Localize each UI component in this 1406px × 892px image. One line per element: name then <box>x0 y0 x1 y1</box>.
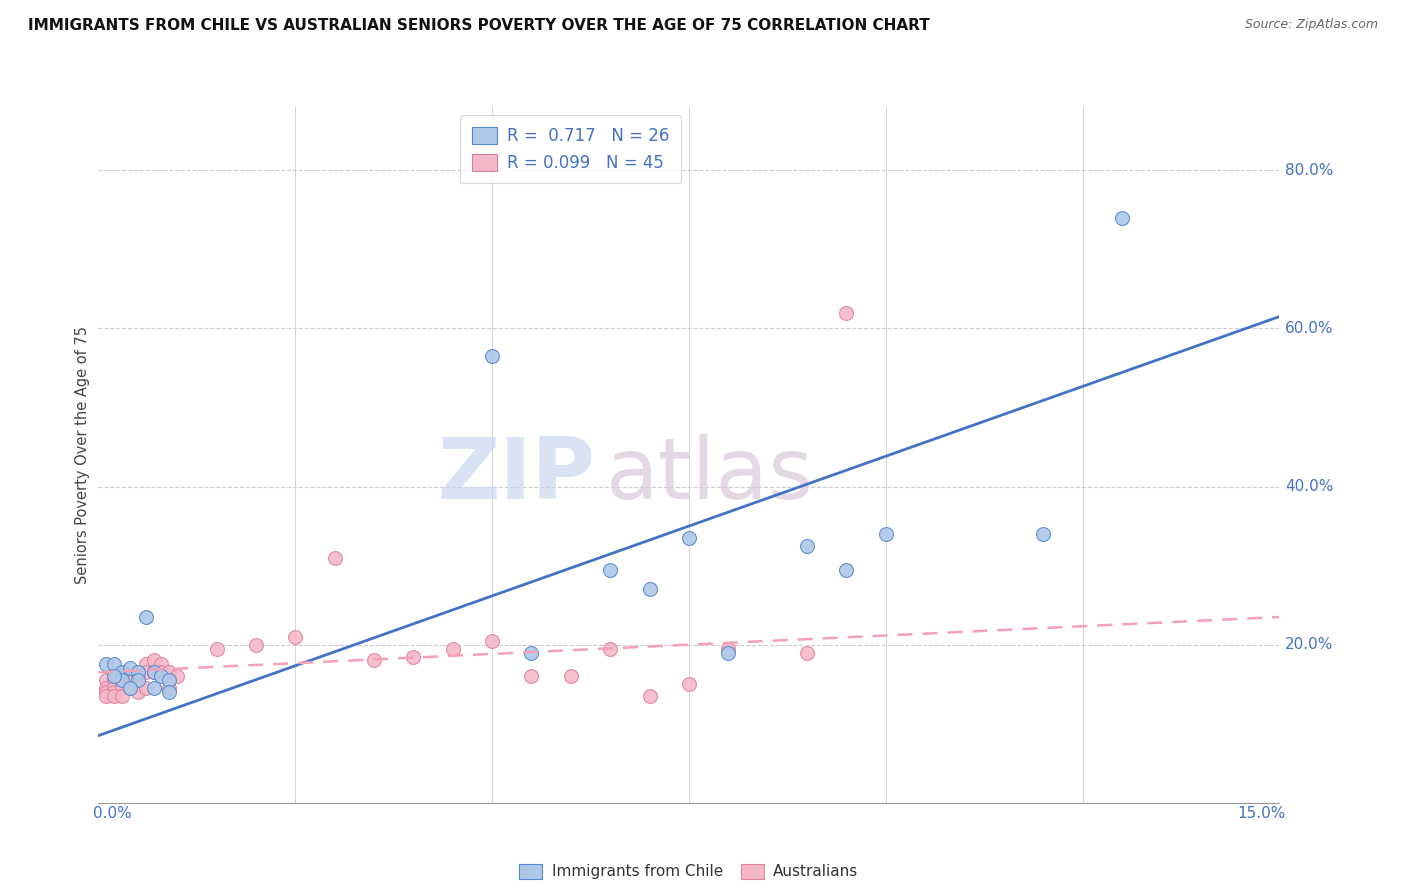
Point <box>363 653 385 667</box>
Point <box>103 681 125 695</box>
Point <box>135 657 157 672</box>
Point <box>103 685 125 699</box>
Point <box>157 665 180 680</box>
Point <box>142 653 165 667</box>
Text: IMMIGRANTS FROM CHILE VS AUSTRALIAN SENIORS POVERTY OVER THE AGE OF 75 CORRELATI: IMMIGRANTS FROM CHILE VS AUSTRALIAN SENI… <box>28 18 929 33</box>
Point <box>96 681 118 695</box>
Point <box>150 657 173 672</box>
Text: 0.0%: 0.0% <box>93 806 131 822</box>
Y-axis label: Seniors Poverty Over the Age of 75: Seniors Poverty Over the Age of 75 <box>75 326 90 584</box>
Point <box>127 677 149 691</box>
Point <box>481 349 503 363</box>
Point <box>284 630 307 644</box>
Point <box>520 646 543 660</box>
Point <box>875 527 897 541</box>
Point <box>118 661 141 675</box>
Point <box>127 669 149 683</box>
Point <box>135 681 157 695</box>
Point <box>103 657 125 672</box>
Point <box>96 685 118 699</box>
Point <box>111 665 134 680</box>
Point <box>142 665 165 680</box>
Text: 60.0%: 60.0% <box>1285 321 1334 336</box>
Text: ZIP: ZIP <box>437 434 595 517</box>
Point <box>118 681 141 695</box>
Point <box>717 646 740 660</box>
Point <box>96 657 118 672</box>
Point <box>599 563 621 577</box>
Point <box>135 610 157 624</box>
Point <box>205 641 228 656</box>
Point <box>157 685 180 699</box>
Point <box>142 665 165 680</box>
Point <box>135 665 157 680</box>
Point <box>111 677 134 691</box>
Text: Source: ZipAtlas.com: Source: ZipAtlas.com <box>1244 18 1378 31</box>
Point <box>118 669 141 683</box>
Point <box>127 673 149 688</box>
Point <box>111 669 134 683</box>
Point <box>481 633 503 648</box>
Point <box>166 669 188 683</box>
Point <box>678 677 700 691</box>
Point <box>560 669 582 683</box>
Point <box>441 641 464 656</box>
Point <box>157 673 180 688</box>
Point <box>118 681 141 695</box>
Point <box>717 641 740 656</box>
Point <box>118 681 141 695</box>
Point <box>796 539 818 553</box>
Point <box>111 689 134 703</box>
Point <box>323 550 346 565</box>
Point <box>96 673 118 688</box>
Text: 15.0%: 15.0% <box>1237 806 1285 822</box>
Point <box>103 669 125 683</box>
Point <box>157 681 180 695</box>
Point <box>245 638 267 652</box>
Text: 40.0%: 40.0% <box>1285 479 1334 494</box>
Point <box>638 689 661 703</box>
Point <box>127 665 149 680</box>
Point <box>150 665 173 680</box>
Point <box>150 669 173 683</box>
Point <box>599 641 621 656</box>
Text: 80.0%: 80.0% <box>1285 163 1334 178</box>
Text: atlas: atlas <box>606 434 814 517</box>
Point <box>111 673 134 688</box>
Point <box>638 582 661 597</box>
Point <box>796 646 818 660</box>
Legend: Immigrants from Chile, Australians: Immigrants from Chile, Australians <box>513 857 865 886</box>
Point <box>835 563 858 577</box>
Text: 20.0%: 20.0% <box>1285 637 1334 652</box>
Point <box>835 305 858 319</box>
Point <box>1032 527 1054 541</box>
Point <box>678 531 700 545</box>
Point <box>96 689 118 703</box>
Point <box>103 689 125 703</box>
Point <box>111 681 134 695</box>
Point <box>402 649 425 664</box>
Point <box>142 681 165 695</box>
Point <box>118 673 141 688</box>
Point <box>1111 211 1133 225</box>
Point <box>520 669 543 683</box>
Point <box>127 685 149 699</box>
Point <box>103 673 125 688</box>
